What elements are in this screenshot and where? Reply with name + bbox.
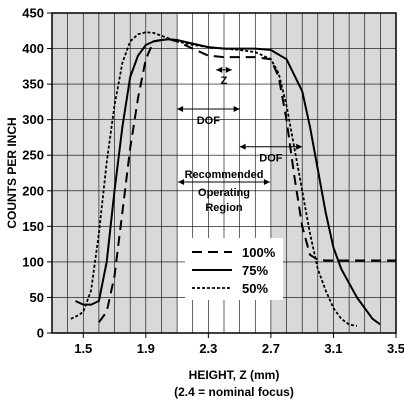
z-arrow-head-right bbox=[225, 66, 232, 73]
legend-label-50-pct: 50% bbox=[242, 281, 268, 296]
x-tick-label-2-7: 2.7 bbox=[262, 341, 280, 356]
x-tick-label-1-9: 1.9 bbox=[137, 341, 155, 356]
x-tick-label-1-5: 1.5 bbox=[74, 341, 92, 356]
region-label-line-2: Operating bbox=[198, 187, 250, 199]
region-label-line-3: Region bbox=[205, 202, 243, 214]
y-tick-label-150: 150 bbox=[22, 219, 44, 234]
series-line-50-pct bbox=[70, 31, 358, 327]
z-annotation-label: Z bbox=[221, 75, 228, 87]
y-tick-label-400: 400 bbox=[22, 41, 44, 56]
legend-label-100-pct: 100% bbox=[242, 245, 276, 260]
y-tick-label-200: 200 bbox=[22, 183, 44, 198]
dof-arrow-2-head-left bbox=[239, 143, 246, 150]
dof-arrow-1-head-right bbox=[233, 106, 240, 112]
z-arrow-head-left bbox=[216, 66, 223, 73]
legend: 100% 75% 50% bbox=[185, 238, 283, 300]
y-tick-label-100: 100 bbox=[22, 254, 44, 269]
plot-frame bbox=[51, 12, 397, 334]
x-axis-title: HEIGHT, Z (mm) bbox=[189, 368, 280, 382]
region-label-line-1: Recommended bbox=[185, 169, 264, 181]
x-tick-label-2-3: 2.3 bbox=[199, 341, 217, 356]
y-axis-title: COUNTS PER INCH bbox=[5, 117, 19, 228]
x-axis-ticks: 1.5 1.9 2.3 2.7 3.1 3.5 bbox=[74, 333, 404, 356]
dof-annotation-label-2: DOF bbox=[259, 153, 283, 165]
region-arrow-head-left bbox=[178, 179, 185, 185]
legend-label-75-pct: 75% bbox=[242, 263, 268, 278]
dof-arrow-2-head-right bbox=[296, 143, 303, 150]
annotations: Recommended Operating Region Z DOF DOF bbox=[177, 66, 303, 214]
region-arrow-head-right bbox=[263, 179, 270, 185]
y-tick-label-300: 300 bbox=[22, 112, 44, 127]
series-lines bbox=[70, 31, 396, 327]
y-tick-label-250: 250 bbox=[22, 148, 44, 163]
y-tick-label-0: 0 bbox=[37, 326, 44, 341]
y-tick-label-450: 450 bbox=[22, 6, 44, 21]
series-line-100-pct bbox=[98, 38, 396, 323]
y-axis-ticks: 0 50 100 150 200 250 300 350 400 450 bbox=[22, 6, 52, 341]
dof-arrow-1-head-left bbox=[177, 106, 184, 112]
x-tick-label-3-1: 3.1 bbox=[324, 341, 342, 356]
y-tick-label-350: 350 bbox=[22, 77, 44, 92]
y-tick-label-50: 50 bbox=[30, 290, 44, 305]
x-axis-note: (2.4 = nominal focus) bbox=[174, 385, 294, 399]
dof-annotation-label-1: DOF bbox=[197, 115, 221, 127]
x-tick-label-3-5: 3.5 bbox=[387, 341, 404, 356]
